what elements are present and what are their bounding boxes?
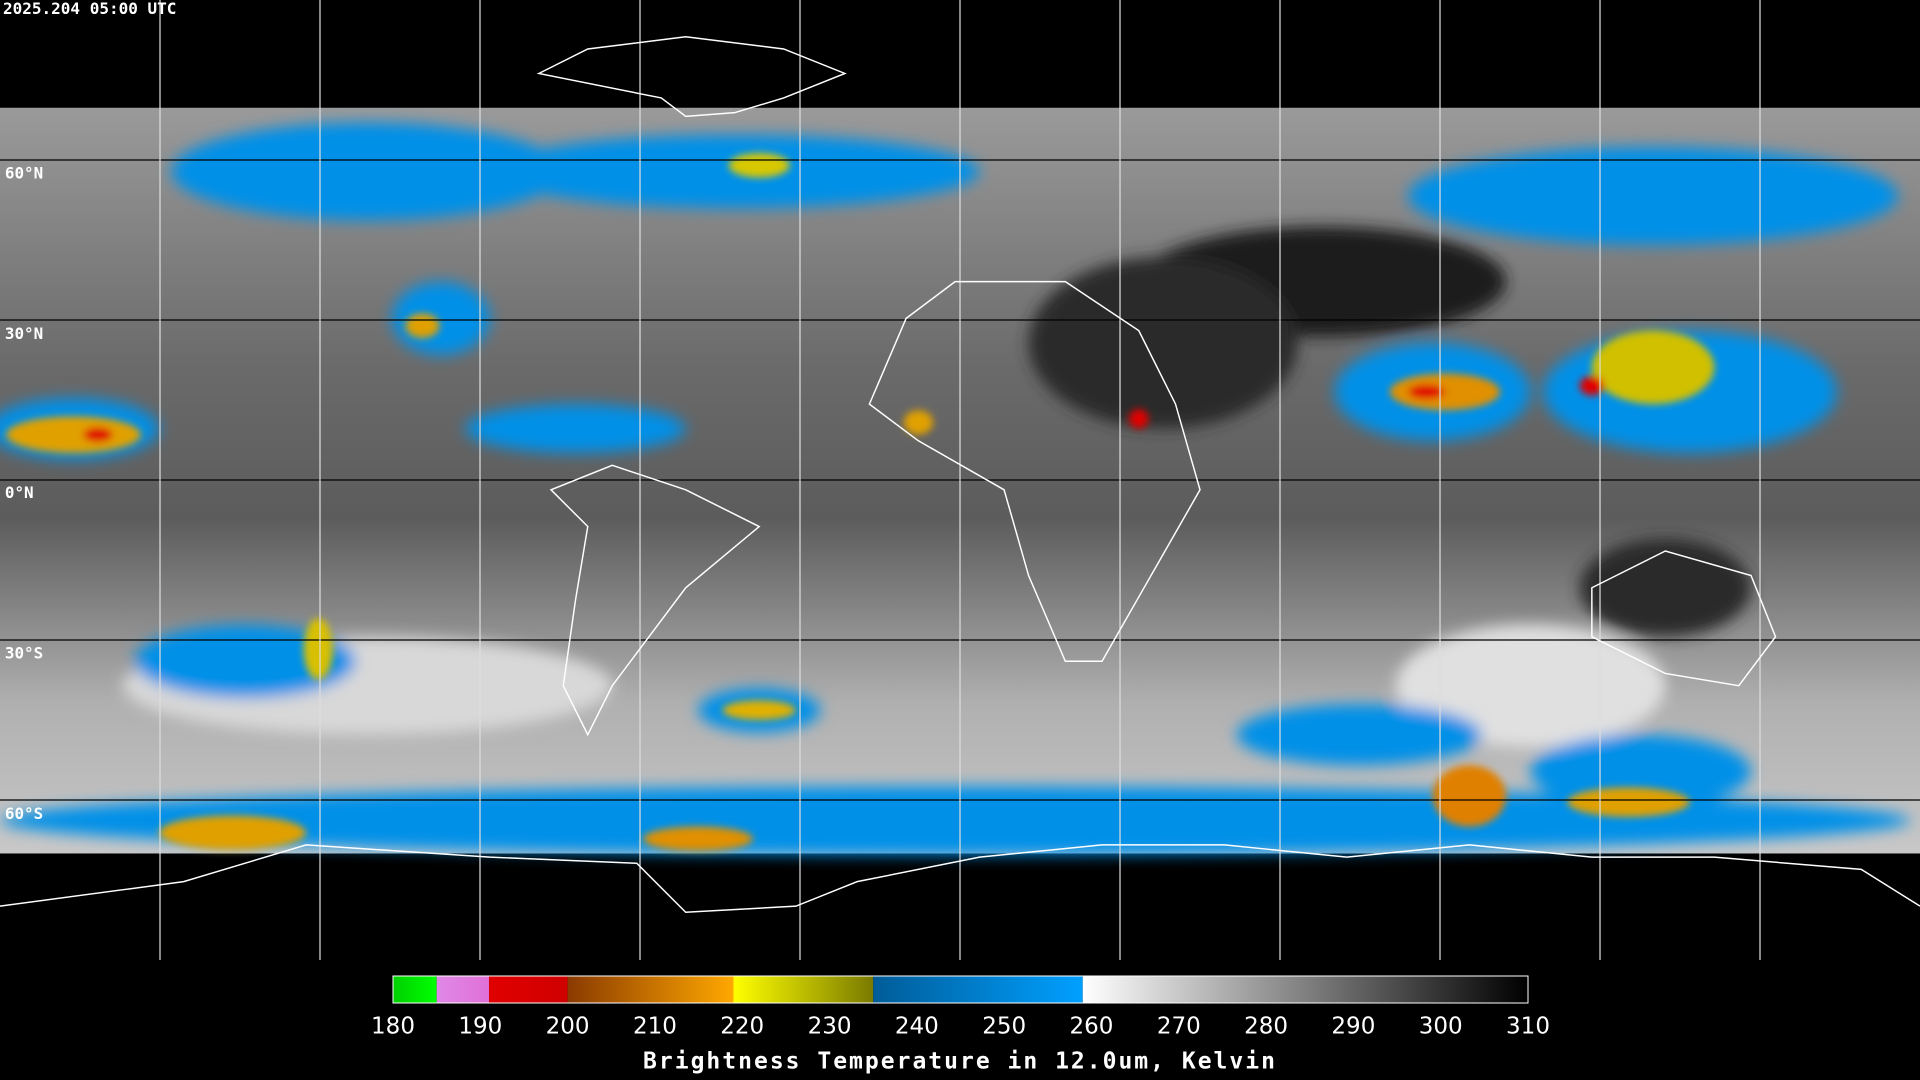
colorbar-tick-label: 190 [458, 1014, 502, 1040]
colorbar-tick-label: 240 [895, 1014, 939, 1040]
lat-label: 30°N [5, 324, 43, 343]
colorbar-frame [392, 975, 1529, 1004]
colorbar-tick-label: 200 [546, 1014, 590, 1040]
colorbar: 180 190 200 210 220 230 240 250 260 270 280 290 300 3… [371, 975, 1550, 1040]
lat-label: 30°S [5, 643, 43, 662]
colorbar-tick-label: 280 [1244, 1014, 1288, 1040]
colorbar-segment [1082, 976, 1528, 1003]
lat-label: 60°N [5, 163, 43, 182]
lat-label: 60°S [5, 804, 43, 823]
colorbar-segment [393, 976, 437, 1003]
colorbar-tick-label: 290 [1331, 1014, 1375, 1040]
colorbar-label: Brightness Temperature in 12.0um, Kelvin [643, 1049, 1277, 1075]
colorbar-tick-label: 180 [371, 1014, 415, 1040]
colorbar-tick-label: 230 [808, 1014, 852, 1040]
colorbar-segment [436, 976, 490, 1003]
colorbar-segment [489, 976, 568, 1003]
map: 60°N 30°N 0°N 30°S 60°S [0, 0, 1920, 961]
colorbar-tick-label: 210 [633, 1014, 677, 1040]
colorbar-tick-label: 270 [1157, 1014, 1201, 1040]
colorbar-tick-label: 300 [1419, 1014, 1463, 1040]
timestamp: 2025.204 05:00 UTC [3, 0, 176, 18]
colorbar-segment [733, 976, 874, 1003]
colorbar-tick-label: 310 [1506, 1014, 1550, 1040]
graticule [159, 0, 1761, 961]
colorbar-segment [873, 976, 1083, 1003]
colorbar-tick-label: 260 [1070, 1014, 1114, 1040]
lat-label: 0°N [5, 483, 34, 502]
coastlines [0, 35, 1920, 914]
colorbar-tick-label: 250 [982, 1014, 1026, 1040]
colorbar-tick-label: 220 [720, 1014, 764, 1040]
colorbar-segment [567, 976, 734, 1003]
